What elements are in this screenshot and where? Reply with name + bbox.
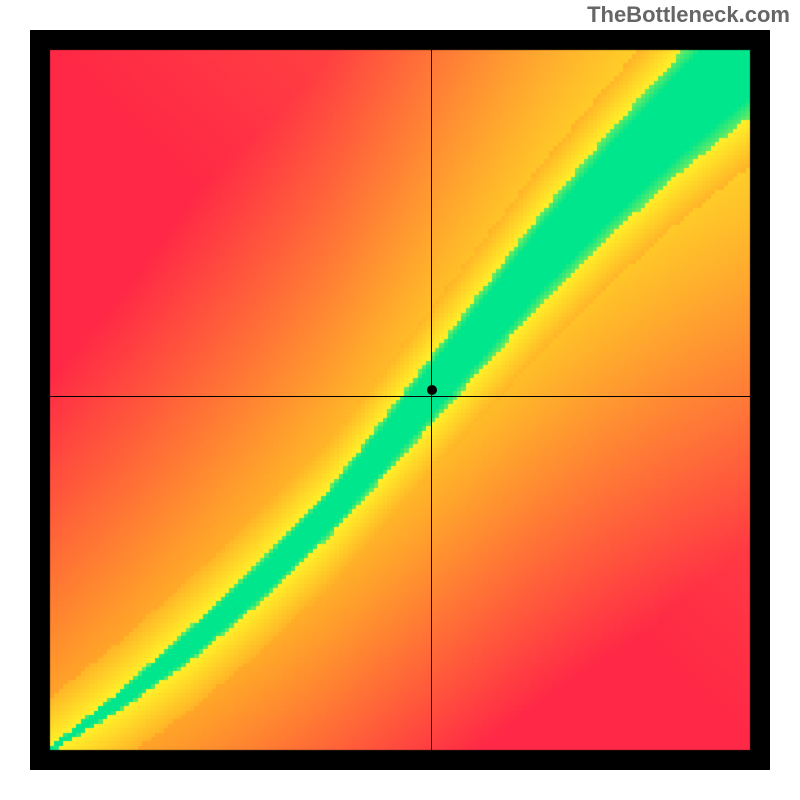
watermark-text: TheBottleneck.com bbox=[587, 2, 790, 28]
chart-container: TheBottleneck.com bbox=[0, 0, 800, 800]
crosshair-vertical bbox=[431, 50, 432, 750]
heatmap-canvas bbox=[30, 30, 770, 770]
marker-dot bbox=[427, 385, 437, 395]
crosshair-horizontal bbox=[50, 396, 750, 397]
plot-area bbox=[30, 30, 770, 770]
